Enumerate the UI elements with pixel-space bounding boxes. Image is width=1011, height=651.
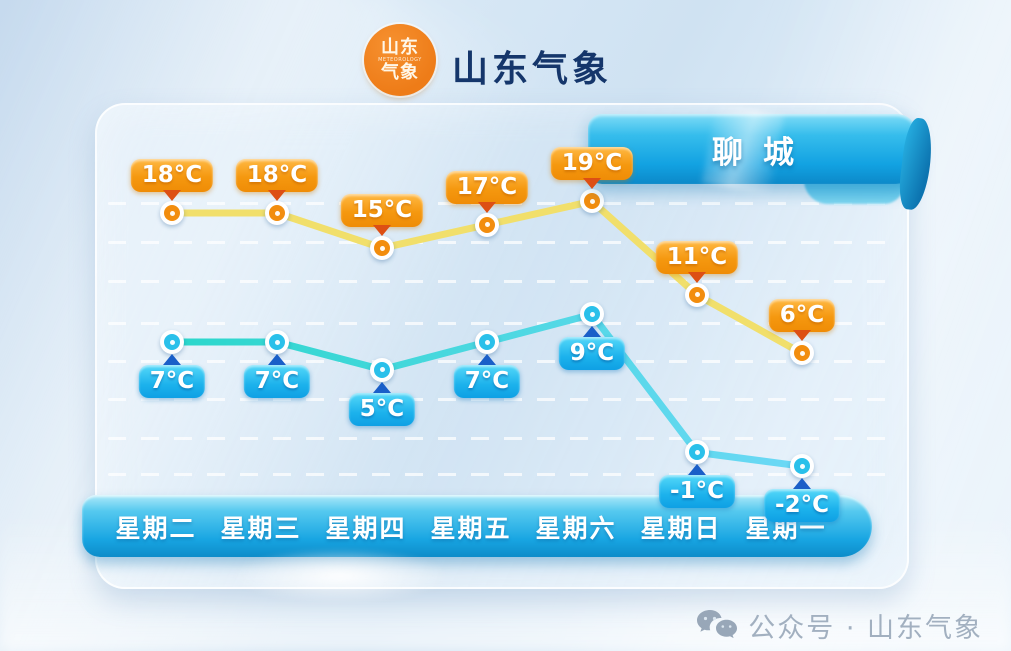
point-dot <box>169 339 175 345</box>
logo-text-middle: METEOROLOGY <box>378 56 422 63</box>
point-dot <box>589 198 595 204</box>
logo-text-top: 山东 <box>381 36 419 58</box>
point-dot <box>379 245 385 251</box>
logo-text-bottom: 气象 <box>381 61 419 83</box>
low-temp-label: -1°C <box>659 475 735 509</box>
low-temp-label: 7°C <box>138 365 206 398</box>
day-label: 星期四 <box>325 514 407 543</box>
label-pointer-icon <box>373 225 391 237</box>
low-temp-label: 7°C <box>243 365 311 398</box>
low-temp-point <box>475 330 499 354</box>
label-pointer-icon <box>163 354 181 365</box>
point-dot <box>379 367 385 373</box>
label-pointer-icon <box>688 271 706 283</box>
low-temp-point <box>370 357 394 382</box>
label-pointer-icon <box>163 190 181 201</box>
high-temp-point <box>685 282 709 307</box>
high-temp-point <box>475 212 499 237</box>
low-temp-point <box>160 330 184 354</box>
point-dot <box>169 210 175 216</box>
label-pointer-icon <box>583 178 601 190</box>
point-dot <box>694 449 700 455</box>
grid-line <box>108 241 888 244</box>
low-temp-label: -2°C <box>764 489 840 523</box>
low-temp-point <box>265 330 289 354</box>
high-temp-label: 6°C <box>768 299 836 333</box>
day-label: 星期六 <box>535 514 617 543</box>
point-dot <box>274 210 280 216</box>
low-temp-point <box>790 454 814 479</box>
point-dot <box>484 339 490 345</box>
label-pointer-icon <box>793 330 811 342</box>
point-dot <box>694 292 700 298</box>
day-label: 星期五 <box>430 514 512 543</box>
city-name: 聊城 <box>712 134 814 171</box>
high-temp-label: 18°C <box>235 159 319 192</box>
point-dot <box>274 339 280 345</box>
label-pointer-icon <box>688 464 706 476</box>
high-temp-label: 17°C <box>445 170 529 204</box>
label-pointer-icon <box>478 201 496 213</box>
grid-line <box>108 280 888 283</box>
shandong-meteorology-logo-icon: 山东 METEOROLOGY 气象 <box>364 24 436 96</box>
high-temp-point <box>265 201 289 225</box>
point-dot <box>799 463 805 469</box>
day-label: 星期二 <box>115 514 197 543</box>
low-temp-label: 7°C <box>453 365 521 398</box>
grid-line <box>108 473 888 476</box>
watermark: 公众号 · 山东气象 <box>696 606 983 645</box>
high-temp-label: 11°C <box>655 240 739 274</box>
city-ribbon: 聊城 <box>588 114 918 184</box>
low-temp-label: 5°C <box>348 392 416 426</box>
point-dot <box>484 222 490 228</box>
label-pointer-icon <box>268 190 286 201</box>
grid-line <box>108 360 888 363</box>
watermark-text: 公众号 · 山东气象 <box>748 613 983 644</box>
label-pointer-icon <box>583 326 601 338</box>
low-temp-label: 9°C <box>558 337 626 371</box>
grid-line <box>108 398 888 401</box>
day-label: 星期日 <box>640 514 722 543</box>
point-dot <box>799 350 805 356</box>
day-label: 星期三 <box>220 514 302 543</box>
high-temp-label: 19°C <box>550 147 634 181</box>
label-pointer-icon <box>793 478 811 490</box>
high-temp-point <box>160 201 184 225</box>
wechat-icon <box>697 609 738 638</box>
high-temp-label: 18°C <box>130 159 214 192</box>
label-pointer-icon <box>268 354 286 365</box>
high-temp-label: 15°C <box>340 194 424 228</box>
point-dot <box>589 311 595 317</box>
high-temp-point <box>370 236 394 261</box>
label-pointer-icon <box>373 381 391 393</box>
page-title: 山东气象 <box>452 49 613 90</box>
label-pointer-icon <box>478 354 496 365</box>
grid-line <box>108 437 888 440</box>
